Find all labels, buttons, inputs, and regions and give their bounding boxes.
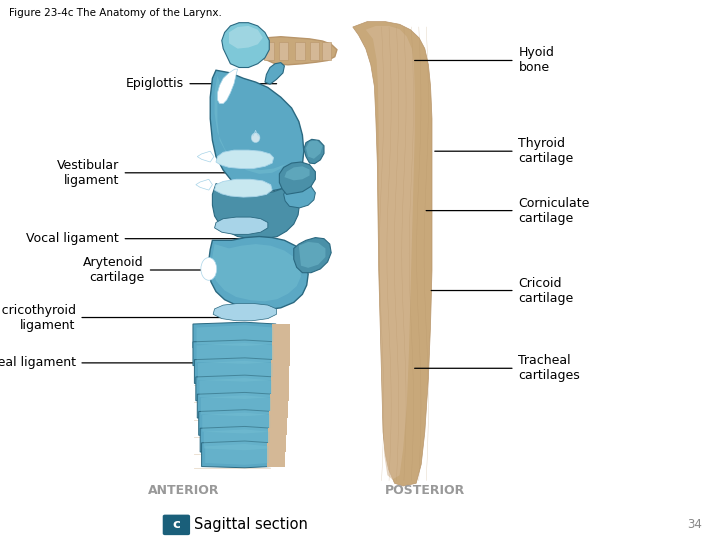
Polygon shape: [366, 26, 415, 480]
Bar: [272, 342, 290, 366]
Polygon shape: [212, 244, 301, 301]
Text: POSTERIOR: POSTERIOR: [384, 484, 465, 497]
Polygon shape: [229, 26, 263, 49]
Text: Cricotracheal ligament: Cricotracheal ligament: [0, 356, 76, 369]
Bar: [322, 42, 331, 60]
Text: 34: 34: [687, 518, 702, 531]
Polygon shape: [210, 70, 304, 192]
Bar: [264, 42, 274, 60]
Polygon shape: [209, 237, 308, 310]
Polygon shape: [200, 427, 271, 453]
Polygon shape: [299, 242, 325, 268]
Text: Epiglottis: Epiglottis: [125, 77, 184, 90]
Polygon shape: [197, 151, 214, 162]
Polygon shape: [197, 343, 274, 364]
Bar: [269, 411, 287, 435]
Polygon shape: [215, 76, 288, 174]
Text: Tracheal
cartilages: Tracheal cartilages: [518, 354, 580, 382]
Text: Thyroid
cartilage: Thyroid cartilage: [518, 137, 574, 165]
Text: Corniculate
cartilage: Corniculate cartilage: [518, 197, 590, 225]
Bar: [270, 394, 288, 418]
Polygon shape: [215, 179, 272, 197]
Polygon shape: [215, 217, 268, 234]
Bar: [272, 324, 290, 348]
Polygon shape: [284, 166, 310, 180]
Polygon shape: [194, 358, 275, 384]
Polygon shape: [353, 22, 432, 486]
FancyBboxPatch shape: [163, 515, 190, 535]
Bar: [267, 443, 285, 467]
Polygon shape: [201, 395, 271, 416]
Polygon shape: [196, 375, 274, 402]
Polygon shape: [279, 162, 315, 194]
Polygon shape: [253, 37, 337, 65]
Polygon shape: [199, 378, 271, 399]
Polygon shape: [213, 303, 276, 321]
Polygon shape: [217, 69, 238, 104]
Bar: [268, 428, 286, 452]
Ellipse shape: [251, 133, 260, 143]
Ellipse shape: [201, 258, 217, 280]
Polygon shape: [284, 184, 315, 208]
Text: c: c: [173, 518, 180, 531]
Polygon shape: [216, 150, 274, 168]
Text: Hyoid
bone: Hyoid bone: [518, 46, 554, 75]
Polygon shape: [204, 429, 269, 450]
Polygon shape: [202, 413, 270, 434]
Bar: [279, 42, 288, 60]
Polygon shape: [202, 441, 271, 468]
Polygon shape: [197, 325, 274, 346]
Polygon shape: [294, 238, 331, 273]
Polygon shape: [205, 444, 269, 465]
Polygon shape: [304, 139, 324, 164]
Text: ANTERIOR: ANTERIOR: [148, 484, 220, 497]
Text: Figure 23-4c The Anatomy of the Larynx.: Figure 23-4c The Anatomy of the Larynx.: [9, 8, 222, 18]
Bar: [271, 377, 289, 401]
Text: Vestibular
ligament: Vestibular ligament: [57, 159, 119, 187]
Text: Arytenoid
cartilage: Arytenoid cartilage: [84, 256, 144, 284]
Polygon shape: [196, 179, 212, 190]
Text: Vocal ligament: Vocal ligament: [26, 232, 119, 245]
Polygon shape: [212, 184, 300, 239]
Polygon shape: [306, 140, 323, 159]
Polygon shape: [265, 63, 284, 84]
Text: Median cricothyroid
ligament: Median cricothyroid ligament: [0, 303, 76, 332]
Text: Sagittal section: Sagittal section: [194, 517, 308, 532]
Polygon shape: [199, 410, 272, 436]
Text: Cricoid
cartilage: Cricoid cartilage: [518, 276, 574, 305]
Polygon shape: [198, 361, 273, 382]
Polygon shape: [222, 23, 269, 68]
Polygon shape: [197, 393, 274, 419]
Polygon shape: [193, 322, 276, 349]
Polygon shape: [193, 340, 276, 367]
Bar: [310, 42, 319, 60]
Bar: [271, 360, 289, 383]
Bar: [295, 42, 305, 60]
